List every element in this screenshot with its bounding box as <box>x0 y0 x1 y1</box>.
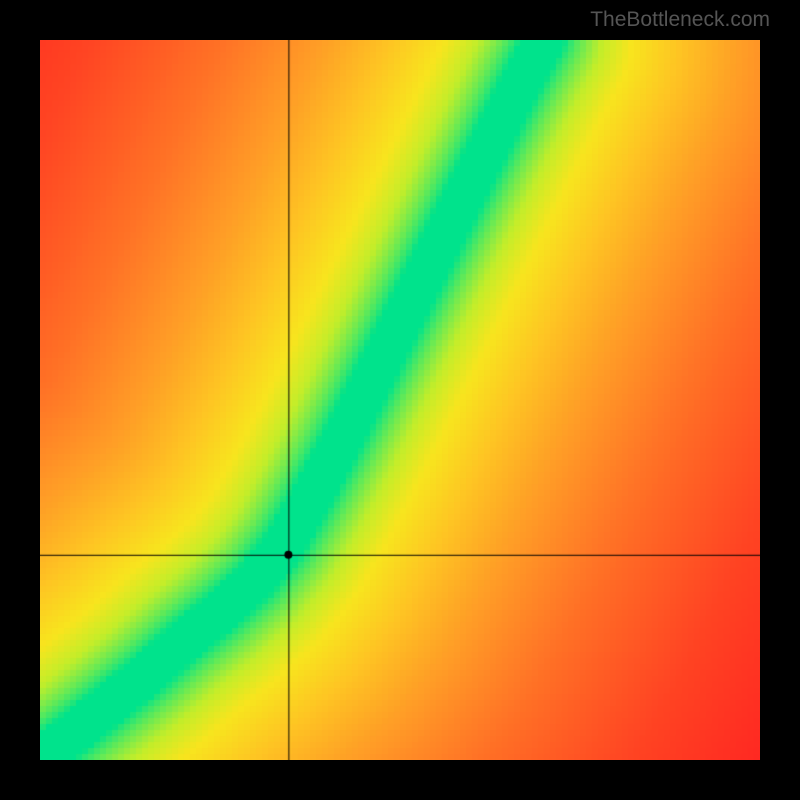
watermark-text: TheBottleneck.com <box>590 8 770 32</box>
heatmap-plot <box>40 40 760 760</box>
heatmap-canvas <box>40 40 760 760</box>
